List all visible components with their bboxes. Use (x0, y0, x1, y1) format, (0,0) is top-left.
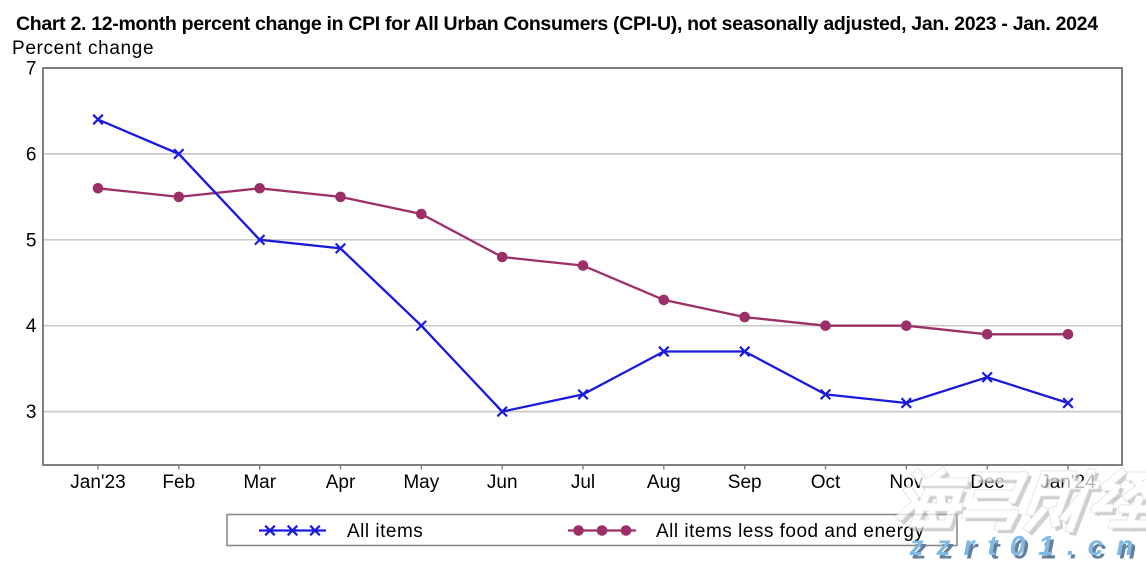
svg-text:4: 4 (26, 316, 37, 337)
svg-text:May: May (403, 472, 439, 493)
svg-text:3: 3 (26, 402, 37, 423)
svg-text:6: 6 (26, 144, 37, 165)
svg-text:Jul: Jul (571, 472, 595, 493)
svg-text:Sep: Sep (728, 472, 762, 493)
svg-text:Jun: Jun (487, 472, 518, 493)
svg-text:Jan'23: Jan'23 (70, 472, 125, 493)
svg-text:All items: All items (347, 521, 423, 542)
svg-text:Apr: Apr (326, 472, 356, 493)
svg-text:Feb: Feb (162, 472, 195, 493)
svg-text:zzrt01.cn: zzrt01.cn (912, 534, 1146, 565)
svg-text:All items less food and energy: All items less food and energy (656, 521, 924, 542)
svg-text:Aug: Aug (647, 472, 681, 493)
svg-text:Mar: Mar (243, 472, 276, 493)
svg-text:Oct: Oct (811, 472, 841, 493)
svg-text:7: 7 (26, 59, 37, 80)
svg-text:zzrt01.cn: zzrt01.cn (909, 530, 1146, 561)
svg-text:5: 5 (26, 230, 37, 251)
